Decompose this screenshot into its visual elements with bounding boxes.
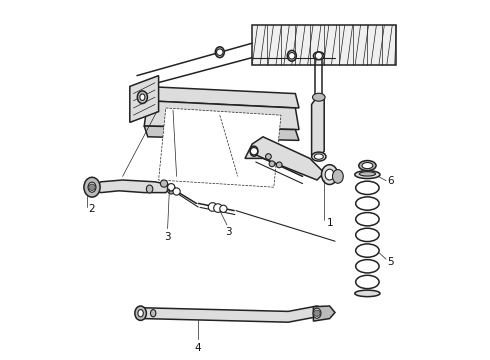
- Polygon shape: [137, 306, 328, 322]
- Circle shape: [289, 53, 295, 59]
- Ellipse shape: [355, 290, 380, 297]
- Circle shape: [208, 203, 217, 211]
- Polygon shape: [130, 76, 159, 122]
- Ellipse shape: [314, 52, 324, 60]
- Circle shape: [89, 184, 95, 190]
- Text: 5: 5: [387, 257, 394, 267]
- Polygon shape: [144, 126, 299, 140]
- Text: 3: 3: [225, 227, 232, 237]
- Ellipse shape: [359, 172, 375, 176]
- Ellipse shape: [88, 182, 96, 192]
- Ellipse shape: [135, 306, 147, 320]
- Polygon shape: [159, 108, 281, 187]
- Circle shape: [266, 154, 271, 159]
- Ellipse shape: [84, 177, 100, 197]
- Ellipse shape: [313, 93, 325, 101]
- Circle shape: [314, 310, 320, 316]
- Circle shape: [220, 205, 227, 212]
- Circle shape: [214, 204, 222, 212]
- Circle shape: [276, 162, 282, 168]
- Ellipse shape: [150, 310, 156, 317]
- Circle shape: [160, 180, 168, 187]
- Text: 6: 6: [387, 176, 394, 186]
- Ellipse shape: [167, 184, 175, 194]
- Circle shape: [173, 188, 180, 195]
- Text: 3: 3: [164, 232, 171, 242]
- Ellipse shape: [314, 154, 323, 159]
- Text: 1: 1: [327, 218, 334, 228]
- Ellipse shape: [138, 310, 143, 317]
- Polygon shape: [312, 97, 324, 158]
- Polygon shape: [144, 86, 299, 108]
- Polygon shape: [144, 101, 299, 130]
- Circle shape: [168, 184, 175, 191]
- Ellipse shape: [359, 161, 376, 171]
- Circle shape: [269, 161, 275, 167]
- Polygon shape: [314, 306, 335, 321]
- Text: 4: 4: [195, 343, 201, 353]
- Circle shape: [250, 148, 258, 155]
- Circle shape: [217, 49, 223, 55]
- Ellipse shape: [313, 308, 321, 318]
- Ellipse shape: [215, 47, 224, 58]
- Text: 2: 2: [88, 204, 95, 214]
- Ellipse shape: [250, 146, 258, 156]
- Ellipse shape: [321, 165, 338, 185]
- Polygon shape: [90, 180, 173, 193]
- Ellipse shape: [147, 185, 153, 193]
- Ellipse shape: [287, 50, 296, 61]
- Ellipse shape: [140, 94, 145, 100]
- Ellipse shape: [137, 91, 147, 104]
- Circle shape: [169, 186, 174, 192]
- Ellipse shape: [333, 170, 343, 183]
- Ellipse shape: [362, 163, 373, 169]
- Ellipse shape: [355, 171, 380, 179]
- Circle shape: [315, 52, 322, 59]
- Ellipse shape: [325, 169, 334, 180]
- Polygon shape: [245, 137, 324, 180]
- Polygon shape: [252, 25, 396, 65]
- Ellipse shape: [312, 152, 326, 161]
